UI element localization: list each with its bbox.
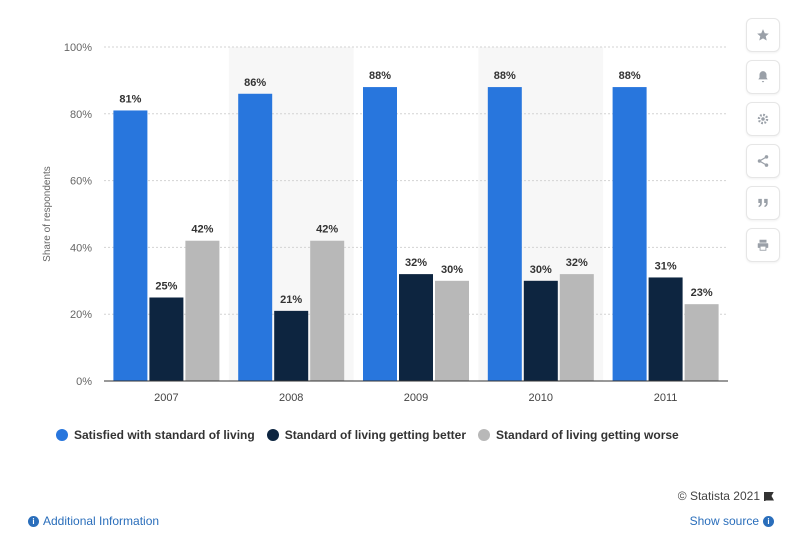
- cite-button[interactable]: [746, 186, 780, 220]
- legend-item-satisfied[interactable]: Satisfied with standard of living: [56, 428, 255, 442]
- data-label: 42%: [191, 224, 213, 236]
- y-tick-label: 100%: [64, 42, 92, 54]
- bar: [648, 277, 683, 381]
- settings-button[interactable]: [746, 102, 780, 136]
- data-label: 88%: [494, 70, 516, 82]
- y-tick-label: 0%: [76, 376, 92, 388]
- show-source-link[interactable]: Show source i: [690, 514, 774, 528]
- bars: [113, 87, 719, 382]
- bar: [435, 280, 469, 381]
- legend-label-satisfied: Satisfied with standard of living: [74, 428, 255, 442]
- share-icon: [757, 155, 769, 167]
- show-source-label: Show source: [689, 514, 759, 528]
- additional-information-link[interactable]: i Additional Information: [28, 514, 159, 528]
- bar: [149, 297, 184, 381]
- legend-item-worse[interactable]: Standard of living getting worse: [478, 428, 679, 442]
- data-label: 25%: [155, 281, 177, 293]
- notification-button[interactable]: [746, 60, 780, 94]
- bar: [684, 304, 719, 381]
- gear-icon: [757, 113, 769, 125]
- data-label: 21%: [280, 294, 302, 306]
- legend-label-better: Standard of living getting better: [284, 428, 467, 442]
- quote-icon: [758, 198, 768, 208]
- print-button[interactable]: [746, 228, 780, 262]
- bar: [612, 87, 647, 381]
- y-axis-title: Share of respondents: [42, 166, 53, 262]
- data-label: 88%: [619, 70, 641, 82]
- info-icon: i: [28, 515, 39, 527]
- star-icon: [757, 29, 769, 41]
- data-label: 88%: [369, 70, 391, 82]
- additional-information-label: Additional Information: [43, 514, 160, 528]
- bar: [238, 93, 273, 381]
- share-button[interactable]: [746, 144, 780, 178]
- legend-item-better[interactable]: Standard of living getting better: [266, 428, 467, 442]
- legend: Satisfied with standard of living Standa…: [56, 428, 679, 442]
- legend-dot-worse: [478, 429, 491, 441]
- chart-toolbar: [746, 18, 780, 262]
- data-labels: 81% 25% 42% 2007 86% 21% 42% 2008 88% 32% 30% 2009 8…: [119, 70, 712, 404]
- bar: [185, 240, 220, 381]
- data-label: 31%: [655, 260, 677, 272]
- legend-label-worse: Standard of living getting worse: [496, 428, 679, 442]
- bell-icon: [758, 71, 768, 83]
- data-label: 86%: [244, 77, 266, 89]
- data-label: 32%: [566, 257, 588, 269]
- legend-dot-better: [266, 429, 279, 441]
- data-label: 81%: [119, 93, 141, 105]
- y-tick-label: 60%: [70, 176, 92, 188]
- data-label: 23%: [691, 287, 713, 299]
- bar: [399, 274, 433, 381]
- bar: [113, 110, 148, 382]
- data-label: 42%: [316, 224, 338, 236]
- info-icon: i: [763, 515, 774, 527]
- y-tick-label: 20%: [70, 309, 92, 321]
- x-tick-label: 2011: [654, 392, 678, 404]
- x-tick-label: 2008: [279, 392, 303, 404]
- legend-dot-satisfied: [56, 429, 68, 441]
- data-label: 30%: [441, 264, 463, 276]
- bar: [310, 240, 345, 381]
- bar: [487, 87, 522, 381]
- credit-text: © Statista 2021: [677, 489, 760, 503]
- bar: [559, 274, 594, 381]
- bar: [363, 87, 397, 381]
- data-label: 30%: [530, 264, 552, 276]
- x-tick-label: 2010: [529, 392, 553, 404]
- statista-credit[interactable]: © Statista 2021: [678, 489, 774, 503]
- flag-icon: [764, 491, 774, 501]
- data-label: 32%: [405, 257, 427, 269]
- x-tick-label: 2007: [154, 392, 178, 404]
- bar-chart: 0% 20% 40% 60% 80% 100% 81% 25% 42% 2007 86% 21% 42…: [42, 42, 728, 404]
- x-tick-label: 2009: [404, 392, 428, 404]
- y-tick-label: 40%: [70, 242, 92, 254]
- bar: [523, 280, 558, 381]
- y-tick-label: 80%: [70, 109, 92, 121]
- print-icon: [757, 239, 769, 251]
- bar: [274, 310, 309, 381]
- favorite-button[interactable]: [746, 18, 780, 52]
